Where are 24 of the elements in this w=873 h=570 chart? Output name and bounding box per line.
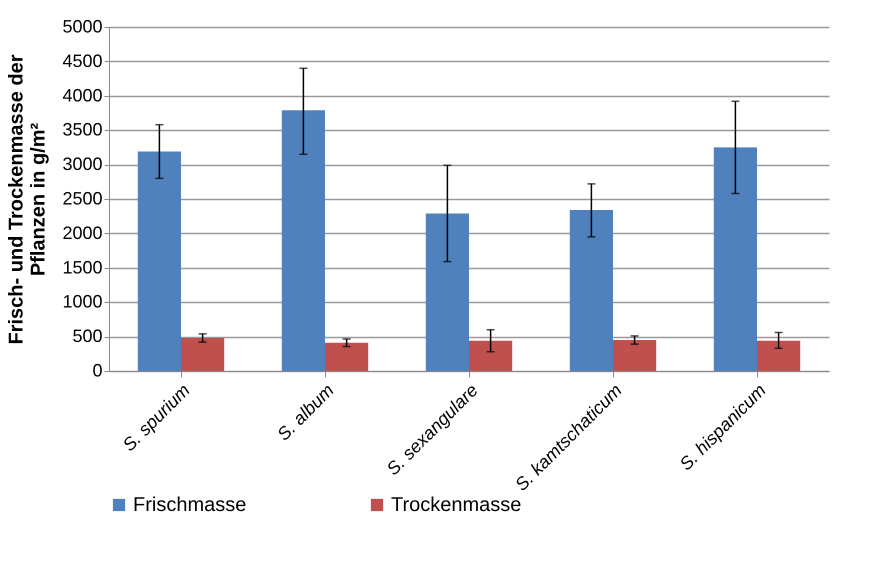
y-tick-label: 2500 — [62, 188, 102, 208]
bar — [181, 338, 224, 371]
bar — [613, 340, 656, 371]
y-tick-label: 1000 — [62, 292, 102, 312]
bar — [469, 340, 512, 371]
bar — [757, 340, 800, 371]
legend-label: Trockenmasse — [391, 494, 522, 516]
bar — [426, 213, 469, 371]
y-tick-label: 4000 — [62, 85, 102, 106]
y-tick-label: 3500 — [62, 120, 102, 140]
y-tick-label: 2000 — [62, 222, 102, 243]
legend-label: Frischmasse — [133, 494, 246, 516]
bar — [325, 342, 368, 371]
y-tick-label: 5000 — [62, 16, 102, 36]
y-tick-label: 3000 — [62, 154, 102, 174]
y-tick-label: 0 — [92, 360, 102, 380]
bar — [714, 147, 757, 371]
bar — [282, 110, 325, 371]
bar — [138, 152, 181, 371]
y-tick-label: 500 — [72, 326, 102, 346]
y-axis-title: Frisch- und Trockenmasse der Pflanzen in g/m² — [5, 54, 50, 345]
y-tick-label: 4500 — [62, 50, 102, 71]
y-tick-label: 1500 — [62, 257, 102, 278]
bar — [570, 210, 613, 371]
